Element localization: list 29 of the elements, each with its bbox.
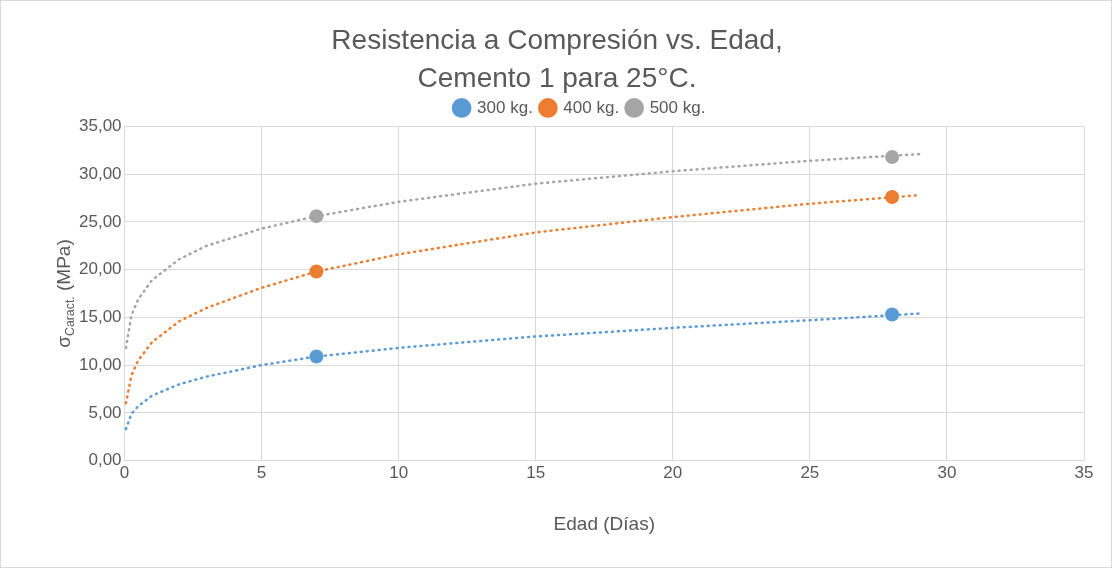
y-tick-label: 30,00 (78, 163, 122, 183)
point (885, 149, 900, 164)
x-tick-label: 0 (119, 463, 130, 483)
x-tick-label: 25 (800, 463, 820, 483)
y-tick-label: 5,00 (88, 402, 122, 422)
y-tick-label: 15,00 (78, 307, 122, 327)
x-tick-label: 10 (389, 463, 409, 483)
point (309, 264, 324, 279)
x-axis-title: Edad (Días) (553, 513, 655, 535)
line-series (124, 152, 921, 350)
point (885, 190, 900, 205)
x-tick-label: 15 (526, 463, 546, 483)
x-tick-label: 5 (256, 463, 267, 483)
y-tick-label: 20,00 (78, 259, 122, 279)
line-series (124, 312, 921, 431)
y-tick-label: 10,00 (78, 354, 122, 374)
y-tick-label: 35,00 (78, 116, 122, 136)
x-tick-label: 30 (937, 463, 957, 483)
point (885, 307, 900, 322)
point (309, 209, 324, 224)
legend-label: 500 kg. (649, 97, 706, 117)
chart-title: Resistencia a Compresión vs. Edad, Cemento 1 para 25°C. (331, 23, 783, 93)
point (309, 349, 324, 364)
legend-label: 300 kg. (477, 97, 533, 117)
y-axis-title: σCaract. (MPa) (53, 239, 78, 348)
legend-label: 400 kg. (563, 97, 620, 117)
y-tick-label: 25,00 (78, 211, 122, 231)
x-tick-label: 35 (1074, 463, 1094, 483)
x-tick-label: 20 (663, 463, 683, 483)
